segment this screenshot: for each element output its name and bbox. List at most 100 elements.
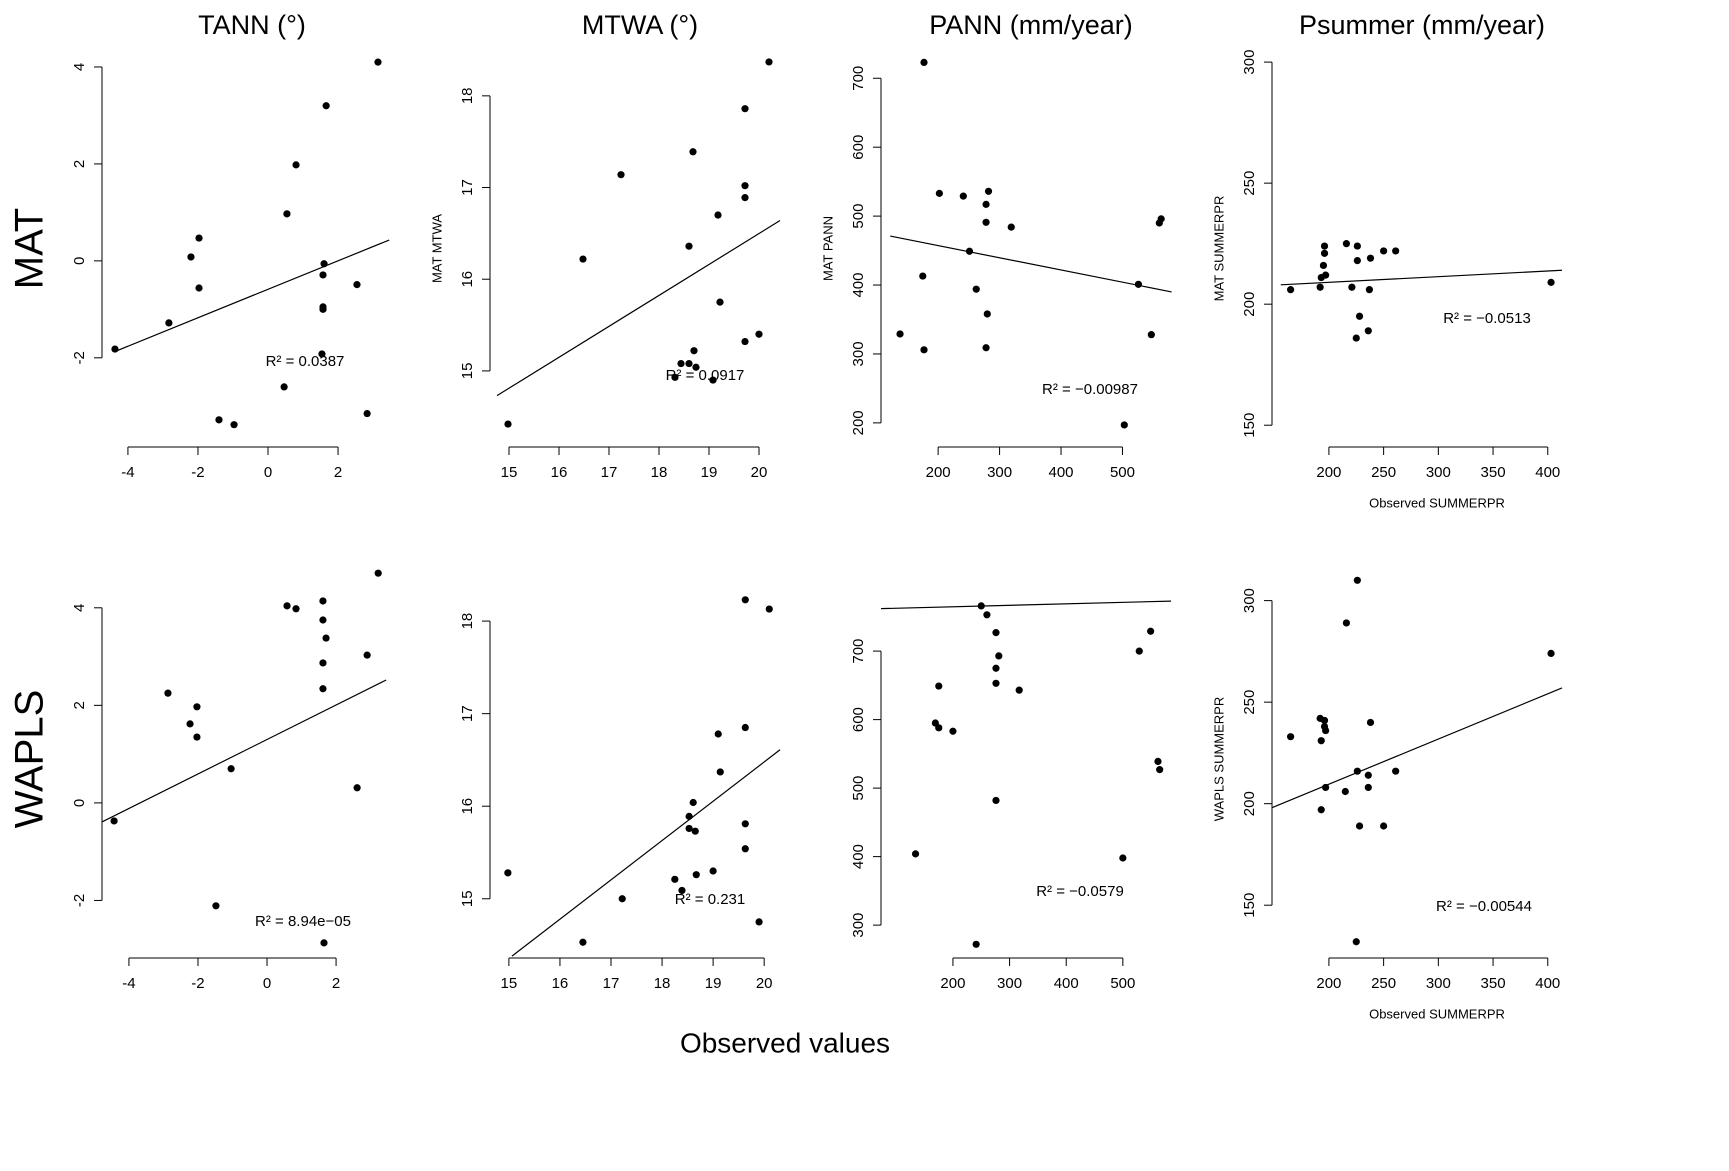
point <box>363 651 371 659</box>
point <box>714 730 722 738</box>
x-tick-label: 500 <box>1110 464 1135 481</box>
point <box>716 768 724 776</box>
y-tick-label: 4 <box>71 63 88 71</box>
y-tick-label: 18 <box>459 613 476 630</box>
point <box>1342 240 1351 248</box>
point <box>965 247 974 255</box>
point <box>992 664 1000 672</box>
point <box>1364 327 1372 335</box>
point <box>1380 822 1388 830</box>
y-tick-label: 200 <box>1241 791 1258 816</box>
y-tick-label: 4 <box>71 604 88 612</box>
r-squared: R² = −0.00544 <box>1436 898 1532 915</box>
point <box>1320 716 1329 725</box>
point <box>195 284 203 292</box>
x-tick-label: 2 <box>332 975 340 992</box>
row-label: WAPLS <box>8 690 52 829</box>
point <box>1320 242 1329 250</box>
y-tick-label: -2 <box>71 894 88 907</box>
point <box>995 652 1003 660</box>
point <box>1322 726 1330 735</box>
point <box>1319 261 1328 270</box>
point <box>1147 627 1155 635</box>
point <box>709 376 717 384</box>
point <box>1353 767 1361 775</box>
y-tick-label: 700 <box>850 639 867 664</box>
y-tick-label: 150 <box>1241 893 1258 918</box>
point <box>765 58 773 66</box>
point <box>353 784 361 792</box>
y-tick-label: 600 <box>850 707 867 732</box>
row-label: MAT <box>8 208 52 289</box>
point <box>283 602 291 610</box>
y-tick-label: 16 <box>459 798 476 815</box>
point <box>935 724 943 732</box>
point <box>920 346 928 354</box>
point <box>677 359 685 368</box>
y-tick-label: 150 <box>1241 413 1258 438</box>
point <box>935 682 943 690</box>
point <box>227 765 235 773</box>
point <box>193 733 201 741</box>
point <box>1317 806 1325 814</box>
point <box>1366 254 1375 262</box>
point <box>1157 215 1165 223</box>
y-tick-label: 2 <box>71 701 88 709</box>
point <box>1147 331 1155 339</box>
x-tick-label: 300 <box>1426 464 1451 481</box>
figure-xlabel: Observed values <box>680 1027 890 1058</box>
point <box>111 345 119 353</box>
point <box>1380 247 1388 255</box>
point <box>972 285 980 293</box>
point <box>292 161 300 169</box>
x-tick-label: -2 <box>191 975 204 992</box>
point <box>992 796 1000 805</box>
x-tick-label: -2 <box>191 464 204 481</box>
y-tick-label: 250 <box>1241 690 1258 715</box>
point <box>911 850 920 858</box>
point <box>709 867 717 875</box>
point <box>1287 286 1295 294</box>
point <box>765 605 773 613</box>
point <box>1007 223 1015 231</box>
y-tick-label: 0 <box>71 799 88 807</box>
point <box>187 253 195 261</box>
point <box>212 902 220 910</box>
x-tick-label: 16 <box>551 464 568 481</box>
point <box>716 298 724 306</box>
point <box>110 817 118 825</box>
point <box>230 421 238 429</box>
point <box>1353 257 1361 265</box>
y-tick-label: 300 <box>1241 588 1258 613</box>
fit-line <box>880 600 1172 610</box>
x-axis-label: Observed SUMMERPR <box>1369 495 1505 510</box>
x-axis-label: Observed SUMMERPR <box>1369 1006 1505 1021</box>
point <box>319 597 327 605</box>
point <box>195 234 203 242</box>
point <box>972 940 980 948</box>
x-tick-label: 20 <box>756 975 773 992</box>
point <box>689 148 697 156</box>
point <box>374 569 382 577</box>
x-tick-label: 15 <box>501 464 518 481</box>
point <box>1355 822 1364 830</box>
point <box>755 918 763 926</box>
y-tick-label: 700 <box>850 66 867 91</box>
point <box>741 596 749 604</box>
point <box>1341 787 1349 796</box>
point <box>741 723 749 732</box>
point <box>741 105 749 113</box>
point <box>319 271 327 279</box>
point <box>1353 576 1361 584</box>
point <box>1366 718 1375 727</box>
fit-line <box>890 235 1172 293</box>
x-tick-label: 400 <box>1535 464 1560 481</box>
point <box>977 602 985 610</box>
point <box>690 347 698 355</box>
point <box>1135 647 1143 655</box>
point <box>983 611 991 619</box>
x-tick-label: 200 <box>926 464 951 481</box>
r-squared: R² = −0.0513 <box>1443 310 1531 327</box>
fit-line <box>114 239 390 353</box>
x-tick-label: 20 <box>751 464 768 481</box>
